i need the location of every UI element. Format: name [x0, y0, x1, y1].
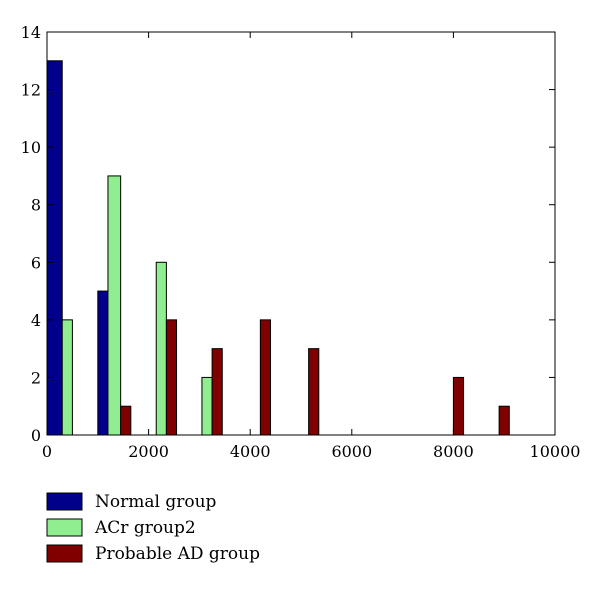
legend: Normal group ACr group2 Probable AD group	[46, 492, 260, 564]
bar-series-2-2	[107, 175, 122, 436]
y-tick-label: 10	[21, 138, 41, 157]
y-tick-label: 4	[31, 311, 41, 330]
y-tick-label: 0	[31, 426, 41, 445]
legend-swatch	[46, 518, 83, 537]
bar-series-2-3	[155, 261, 167, 436]
x-tick-label: 2000	[128, 442, 169, 461]
y-tick-label: 2	[31, 368, 41, 387]
legend-label: Normal group	[95, 492, 217, 512]
bar-series-2-4	[201, 376, 213, 436]
legend-swatch	[46, 492, 83, 511]
legend-swatch	[46, 544, 83, 563]
bar-series-3-5	[308, 348, 320, 436]
bar-series-1-1	[46, 60, 63, 436]
bar-series-3-6	[452, 376, 465, 436]
x-tick-label: 0	[42, 442, 52, 461]
y-tick-label: 6	[31, 253, 41, 272]
y-tick-label: 12	[21, 81, 41, 100]
bar-series-1-2	[97, 290, 109, 436]
y-tick-label: 8	[31, 196, 41, 215]
bar-series-3-7	[498, 405, 510, 436]
bar-series-2-1	[61, 319, 73, 436]
legend-label: Probable AD group	[95, 544, 260, 564]
bars-layer	[46, 60, 510, 436]
x-tick-label: 10000	[530, 442, 581, 461]
x-tick-label: 6000	[331, 442, 372, 461]
bar-series-3-4	[259, 319, 272, 436]
plot-frame	[46, 31, 556, 436]
y-tick-label: 14	[21, 23, 41, 42]
ticks-layer: 0 2000 4000 6000 8000 10000 0 2 4 6 8 10 12 14	[21, 23, 581, 461]
bar-series-3-2	[165, 319, 178, 436]
bar-series-3-3	[211, 348, 223, 436]
legend-label: ACr group2	[94, 518, 196, 538]
bar-series-3-1	[120, 405, 132, 436]
x-tick-label: 8000	[433, 442, 474, 461]
x-tick-label: 4000	[230, 442, 271, 461]
